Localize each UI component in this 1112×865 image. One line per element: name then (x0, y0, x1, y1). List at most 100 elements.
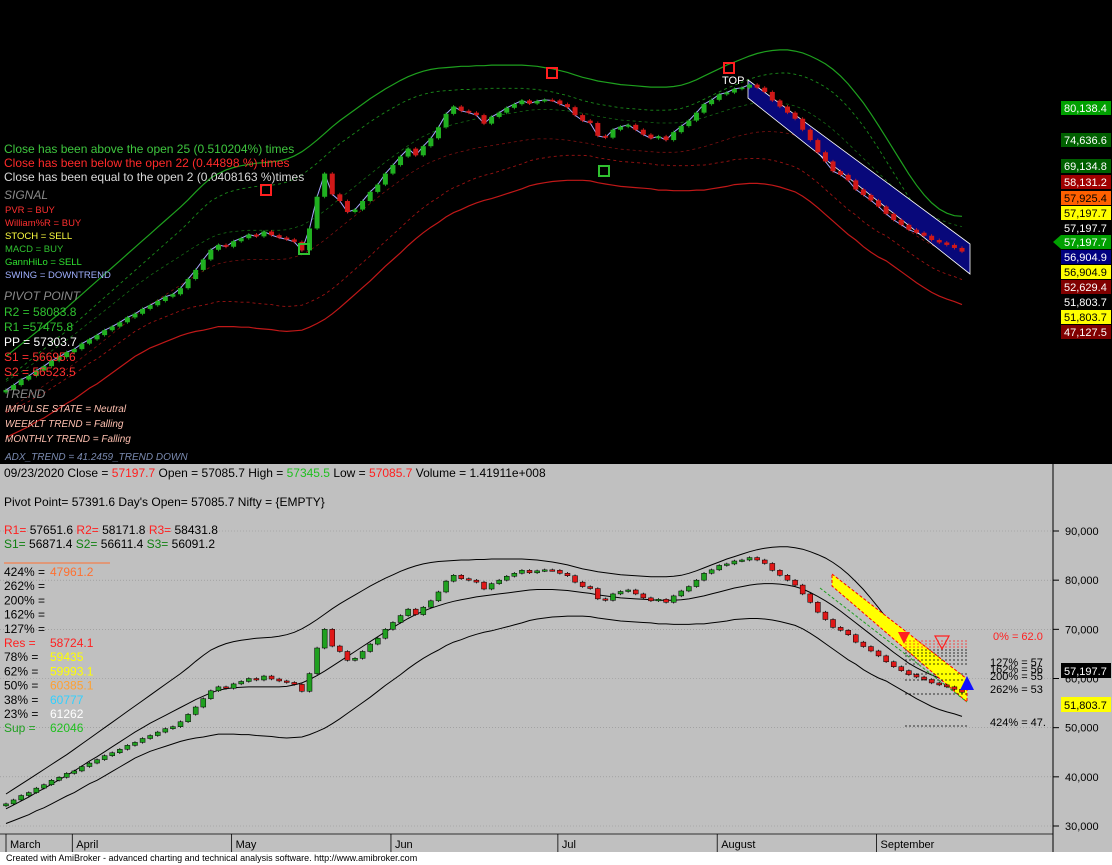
candle-body (155, 300, 161, 306)
price-tag-label: 58,131.2 (1064, 177, 1107, 189)
candle-body (33, 370, 39, 376)
candle-body (936, 240, 942, 243)
candle-body (883, 206, 889, 214)
candle-body (557, 570, 563, 574)
price-tag (1061, 250, 1111, 264)
adx-line: ADX_TREND = 41.2459_TREND DOWN (4, 452, 188, 463)
candle-body (572, 575, 578, 583)
candle-body (63, 773, 70, 778)
candle-body (526, 570, 533, 574)
candle-body (94, 759, 100, 764)
candle-body (359, 651, 366, 659)
candle-body (496, 112, 502, 117)
candle-body (329, 629, 336, 647)
candle-body (41, 366, 47, 371)
sell-marker (260, 184, 272, 196)
fib-table-label: 262% = (4, 579, 45, 593)
candle-body (663, 136, 669, 141)
candle-body (671, 132, 677, 141)
candle-body (306, 228, 312, 251)
candle-body (670, 595, 677, 603)
price-tag-label: 56,904.9 (1064, 252, 1107, 264)
candle-body (883, 655, 889, 663)
candle-body (291, 239, 297, 242)
candle-body (215, 686, 222, 692)
fib-table-value: 60777 (50, 693, 84, 707)
month-label: Jun (395, 839, 413, 851)
candle-body (466, 110, 472, 113)
candle-body (458, 575, 464, 579)
candle-body (800, 118, 806, 130)
y-tick-label: 50,000 (1065, 723, 1099, 735)
month-label: Jul (562, 839, 576, 851)
price-tag (1061, 133, 1111, 147)
sell-marker (723, 62, 735, 74)
candle-body (314, 196, 320, 229)
candle-body (504, 575, 510, 581)
candle-body (792, 112, 798, 119)
candle-body (959, 247, 965, 252)
candle-body (269, 231, 275, 236)
candle-body (921, 676, 927, 680)
fib-table-label: 424% = (4, 565, 45, 579)
candle-body (238, 238, 244, 242)
candle-body (511, 573, 518, 577)
candle-body (777, 100, 783, 107)
candle-body (928, 679, 935, 684)
candle-body (10, 799, 17, 805)
price-tag-label: 57,197.7 (1064, 208, 1107, 220)
price-tag (1061, 295, 1111, 309)
candle-body (56, 357, 62, 361)
candle-body (944, 684, 950, 688)
candle-body (162, 296, 168, 301)
candle-body (466, 578, 472, 581)
candle-body (71, 770, 78, 774)
candle-body (663, 599, 669, 603)
pivot-line: R2 = 58083.8 (4, 305, 77, 319)
bottom-chart-pane[interactable]: 30,000 40,000 50,000 60,000 70,000 80,000 90,0… (0, 464, 1112, 854)
candle-body (306, 673, 313, 692)
y-tick-label: 30,000 (1065, 821, 1099, 833)
candle-body (625, 124, 631, 127)
candle-body (906, 670, 912, 675)
month-label: March (10, 839, 41, 851)
price-tag-label: 57,197.7 (1064, 237, 1107, 249)
candle-body (724, 92, 730, 95)
candle-body (154, 731, 161, 736)
price-tag (1061, 325, 1111, 339)
candle-body (822, 152, 828, 162)
candle-body (321, 629, 328, 649)
candle-body (86, 339, 92, 344)
price-tag-label: 74,636.6 (1064, 135, 1107, 147)
candle-body (11, 385, 17, 390)
fib-right-label: 127% = 57 (990, 657, 1043, 669)
downtrend-channel (747, 79, 971, 275)
fib-table-label: 50% = (4, 679, 38, 693)
candle-body (724, 563, 730, 566)
month-label: September (881, 839, 935, 851)
candle-body (610, 593, 616, 601)
candle-body (709, 99, 715, 105)
candle-body (838, 171, 844, 175)
candle-body (815, 602, 821, 613)
fib-levels (905, 640, 968, 727)
candle-body (876, 200, 882, 207)
candle-body (913, 229, 919, 233)
candle-body (246, 234, 252, 239)
candle-body (747, 84, 753, 88)
candle-body (488, 583, 495, 590)
candle-body (633, 124, 639, 130)
candle-body (799, 584, 806, 595)
fib-table-label: 62% = (4, 664, 38, 678)
candle-body (420, 146, 426, 156)
candle-body (656, 136, 662, 139)
candle-body (951, 244, 957, 248)
candle-body (587, 586, 593, 589)
candle-body (215, 244, 221, 250)
top-chart-pane[interactable]: TOP Close has been above the open 25 (0.… (0, 0, 1112, 464)
candle-body (754, 84, 760, 88)
candle-body (473, 579, 480, 583)
pivot-line: S1 = 56695.6 (4, 350, 76, 364)
fib-table-label: Sup = (4, 721, 36, 735)
candle-body (140, 308, 146, 314)
